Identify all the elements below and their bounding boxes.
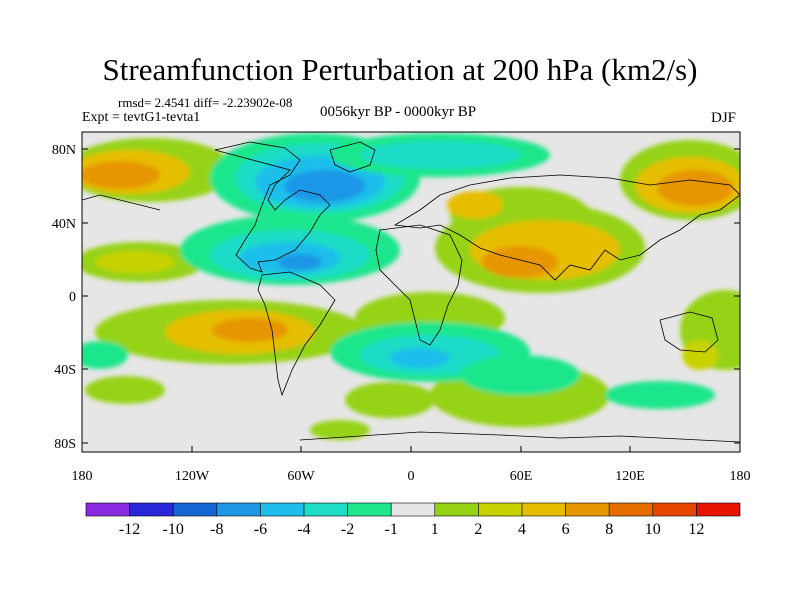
colorbar-swatch bbox=[129, 502, 174, 517]
x-tick-label: 120E bbox=[615, 469, 645, 484]
colorbar-label: 1 bbox=[431, 521, 439, 538]
x-tick-label: 0 bbox=[408, 469, 415, 484]
colorbar-swatch bbox=[347, 502, 392, 517]
experiment-label: Expt = tevtG1-tevta1 bbox=[82, 110, 201, 125]
colorbar-swatch bbox=[216, 502, 261, 517]
colorbar-swatch bbox=[260, 502, 305, 517]
x-tick-label: 180 bbox=[72, 469, 93, 484]
y-tick-label: 0 bbox=[69, 290, 76, 305]
colorbar-swatch bbox=[608, 502, 654, 517]
colorbar-label: 12 bbox=[688, 521, 704, 538]
colorbar-swatch bbox=[303, 502, 348, 517]
season-label: DJF bbox=[711, 110, 737, 126]
colorbar-label: -8 bbox=[210, 521, 223, 538]
y-tick-label: 80N bbox=[52, 143, 76, 158]
colorbar-swatch bbox=[85, 502, 130, 517]
colorbar-swatch bbox=[172, 502, 218, 517]
x-tick-label: 120W bbox=[175, 469, 210, 484]
colorbar-label: -4 bbox=[297, 521, 310, 538]
colorbar bbox=[85, 502, 741, 517]
y-tick-label: 40N bbox=[52, 217, 76, 232]
colorbar-label: 4 bbox=[518, 521, 526, 538]
colorbar-swatch bbox=[696, 502, 741, 517]
x-tick-label: 60W bbox=[287, 469, 315, 484]
coastlines bbox=[82, 141, 740, 443]
colorbar-label: 2 bbox=[474, 521, 482, 538]
x-tick-label: 180 bbox=[730, 469, 751, 484]
x-tick-marks bbox=[81, 446, 741, 452]
colorbar-swatch bbox=[521, 502, 566, 517]
colorbar-swatch bbox=[652, 502, 697, 517]
y-tick-label: 40S bbox=[54, 363, 76, 378]
colorbar-label: 8 bbox=[605, 521, 613, 538]
colorbar-swatch bbox=[565, 502, 610, 517]
colorbar-labels: -12 -10 -8 -6 -4 -2 -1 1 2 4 6 8 10 12 bbox=[119, 521, 704, 538]
colorbar-label: -10 bbox=[163, 521, 184, 538]
stats-text: rmsd= 2.4541 diff= -2.23902e-08 bbox=[118, 95, 293, 110]
colorbar-label: 10 bbox=[645, 521, 661, 538]
colorbar-swatch bbox=[478, 502, 523, 517]
colorbar-label: -12 bbox=[119, 521, 140, 538]
colorbar-label: -2 bbox=[341, 521, 354, 538]
colorbar-label: 6 bbox=[562, 521, 570, 538]
colorbar-label: -1 bbox=[385, 521, 398, 538]
colorbar-label: -6 bbox=[254, 521, 267, 538]
field-plot bbox=[82, 132, 740, 452]
chart-title: Streamfunction Perturbation at 200 hPa (… bbox=[102, 52, 698, 87]
colorbar-swatch bbox=[434, 502, 479, 517]
period-label: 0056kyr BP - 0000kyr BP bbox=[320, 104, 477, 120]
colorbar-swatch bbox=[390, 502, 436, 517]
y-tick-marks bbox=[82, 148, 740, 444]
y-tick-label: 80S bbox=[54, 437, 76, 452]
x-tick-label: 60E bbox=[510, 469, 533, 484]
